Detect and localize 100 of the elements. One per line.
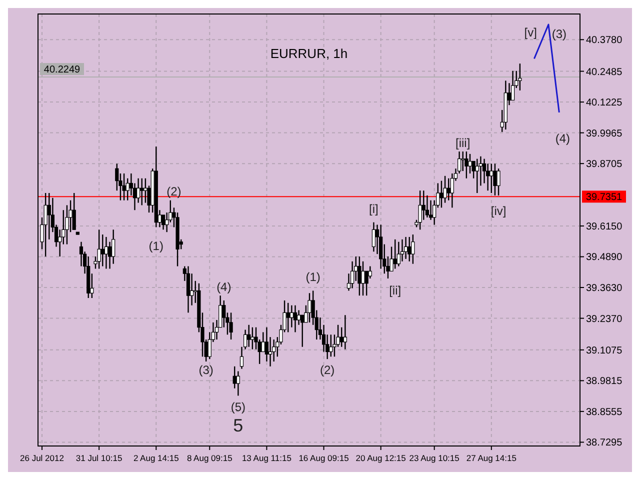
y-tick-label: 38.9815: [586, 376, 623, 388]
candlestick: [250, 326, 254, 350]
annotation: 5: [233, 416, 244, 436]
annotation: (3): [198, 363, 214, 378]
candlestick: [518, 62, 522, 92]
candlestick: [418, 190, 422, 230]
y-tick-label: 38.8555: [586, 406, 623, 418]
candlestick: [329, 334, 333, 358]
candlestick: [104, 236, 108, 270]
annotation: [iii]: [456, 136, 470, 150]
x-tick-label: 27 Aug 14:15: [466, 453, 517, 463]
candlestick: [511, 70, 515, 101]
x-tick-label: 16 Aug 09:15: [298, 453, 350, 463]
candlestick: [186, 266, 190, 314]
y-tick-label: 39.8705: [586, 159, 623, 170]
candlestick: [244, 329, 248, 350]
annotation: (4): [216, 280, 232, 294]
candlestick: [422, 190, 426, 220]
annotation: [ii]: [389, 284, 402, 298]
y-tick-label: 39.2370: [586, 314, 623, 325]
candlestick: [47, 192, 51, 240]
candlestick: [440, 180, 444, 208]
annotation: (1): [306, 270, 320, 284]
x-tick-label: 26 Jul 2012: [20, 453, 64, 463]
candlestick: [290, 304, 294, 328]
annotation: (4): [555, 132, 570, 146]
x-tick-label: 2 Aug 14:15: [133, 453, 180, 463]
annotation: (2): [320, 363, 335, 378]
x-tick-label: 31 Jul 10:15: [76, 453, 122, 463]
candlestick: [396, 241, 400, 267]
candlestick: [236, 370, 240, 396]
y-tick-label: 39.3630: [586, 283, 623, 294]
candlestick: [112, 229, 116, 264]
candlestick: [450, 172, 454, 208]
y-tick-label: 40.2485: [586, 66, 623, 78]
annotation: (2): [166, 184, 182, 198]
candlestick: [340, 326, 344, 348]
candlestick: [308, 292, 312, 324]
x-tick-label: 13 Aug 11:15: [242, 453, 292, 463]
y-tick-label: 39.9965: [586, 128, 623, 140]
annotation: [iv]: [490, 204, 506, 218]
candlestick: [232, 366, 236, 389]
candlestick: [136, 178, 140, 204]
candlestick: [240, 346, 244, 370]
candlestick: [350, 260, 354, 289]
candlestick: [411, 234, 415, 264]
annotation: (3): [552, 27, 567, 42]
candlestick: [358, 256, 362, 296]
annotation: (1): [148, 238, 164, 253]
candlestick: [44, 192, 48, 258]
candlestick: [486, 163, 490, 192]
candlestick: [425, 194, 429, 218]
candlestick: [65, 204, 69, 245]
candlestick: [122, 172, 126, 201]
x-tick-label: 8 Aug 09:15: [186, 453, 233, 463]
candlestick: [368, 266, 372, 280]
candlestick: [97, 229, 101, 270]
candlestick: [272, 338, 276, 362]
annotation: [v]: [524, 25, 537, 40]
candlestick: [379, 224, 383, 270]
y-tick-label: 40.3780: [586, 35, 623, 46]
candlestick: [393, 238, 397, 270]
candlestick: [264, 326, 268, 362]
y-tick-label: 39.1075: [586, 345, 623, 356]
y-tick-label: 40.1225: [586, 98, 623, 109]
candlestick: [144, 178, 148, 204]
ref-line-label: 40.2249: [44, 64, 81, 76]
candlestick: [293, 304, 298, 333]
candlestick: [468, 153, 472, 174]
text: EURRUR, 1h: [270, 46, 348, 61]
candlestick: [190, 272, 194, 306]
candlestick: [72, 192, 76, 230]
annotation: (5): [230, 400, 246, 414]
x-tick-label: 23 Aug 10:15: [409, 453, 460, 463]
candlestick: [361, 260, 365, 296]
candlestick: [443, 175, 447, 204]
candlestick: [108, 241, 112, 270]
y-tick-label: 39.4890: [586, 252, 623, 264]
candlestick: [428, 200, 433, 220]
candlestick: [261, 332, 265, 352]
candlestick: [493, 163, 497, 196]
candlestick: [372, 222, 376, 252]
candlestick: [446, 178, 450, 201]
candlestick: [140, 178, 144, 206]
candlestick: [408, 236, 412, 262]
y-tick-label: 38.7295: [586, 438, 623, 449]
candlestick: [161, 214, 166, 230]
candlestick: [286, 302, 290, 333]
candlestick: [490, 163, 494, 194]
candlestick: [126, 178, 130, 201]
candlestick: [461, 150, 465, 172]
candlestick: [247, 324, 251, 348]
candlestick: [268, 336, 272, 367]
candlestick: [100, 234, 104, 267]
y-tick-label: 39.6150: [586, 221, 623, 232]
candlestick: [297, 310, 301, 326]
ref-line-label: 39.7351: [586, 192, 623, 204]
x-tick-label: 20 Aug 12:15: [356, 453, 406, 463]
candlestick: [229, 312, 233, 340]
candlestick: [464, 150, 468, 179]
